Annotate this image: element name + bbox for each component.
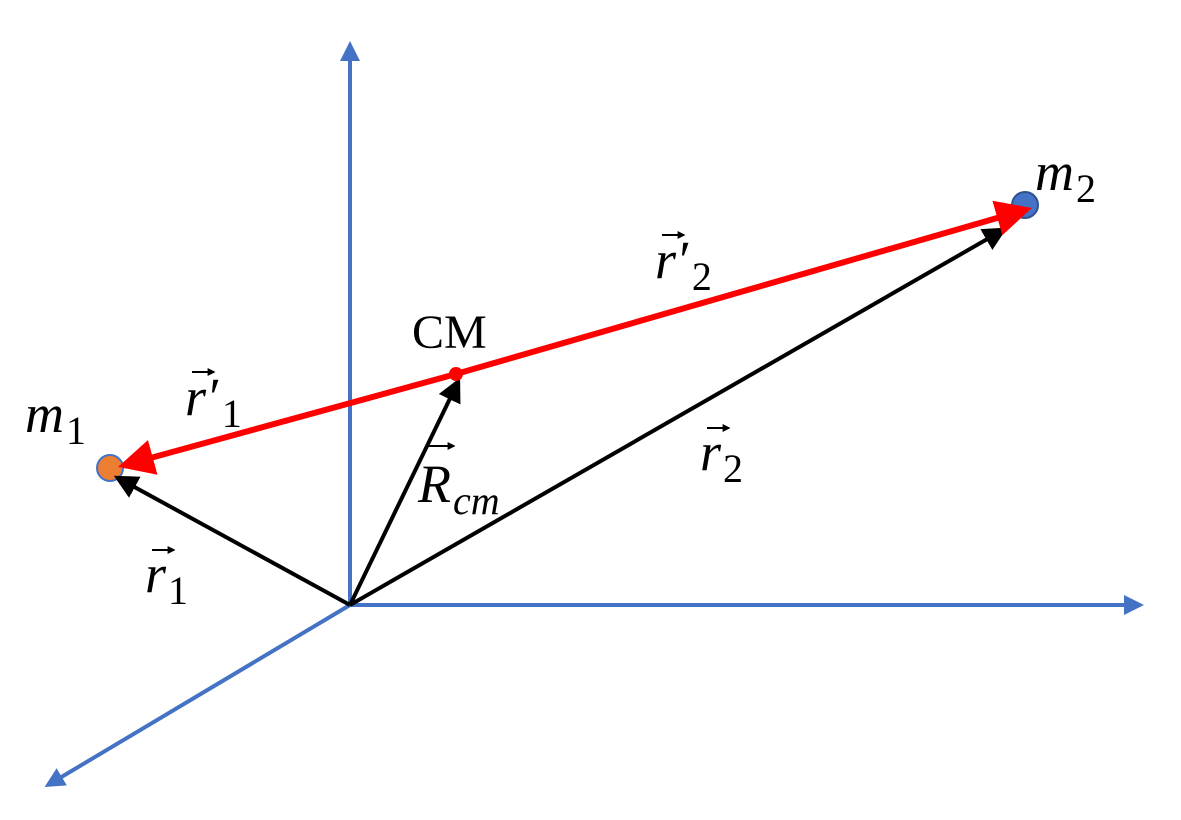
center-of-mass (449, 367, 463, 381)
subscript: 2 (1076, 166, 1096, 211)
symbol: m (25, 384, 64, 444)
cm-label: CM (412, 306, 487, 359)
subscript: 1 (66, 408, 86, 453)
subscript: 1 (222, 391, 242, 436)
vector-r2 (349, 227, 1008, 607)
vector-r-prime-1 (118, 371, 457, 475)
symbol: r′ (185, 367, 219, 427)
symbol: R (417, 454, 451, 514)
vector-label: r1 (145, 544, 188, 613)
subscript: 2 (723, 446, 743, 491)
subscript: 2 (692, 254, 712, 299)
y-axis (44, 603, 352, 788)
mass-label: m2 (1035, 142, 1096, 211)
subscript: cm (453, 478, 500, 523)
subscript: 1 (168, 568, 188, 613)
vector-label: r′ 1 (185, 367, 242, 436)
vector-label: Rcm (417, 454, 500, 523)
symbol: r (145, 544, 167, 604)
symbol: r (700, 422, 722, 482)
mass-label: m1 (25, 384, 86, 453)
vector-rcm (348, 377, 461, 606)
vector-label: r′ 2 (655, 230, 712, 299)
vector-r1 (113, 475, 351, 607)
symbol: r′ (655, 230, 689, 290)
vector-label: r2 (700, 422, 743, 491)
symbol: m (1035, 142, 1074, 202)
vector-r-prime-2 (455, 200, 1032, 377)
